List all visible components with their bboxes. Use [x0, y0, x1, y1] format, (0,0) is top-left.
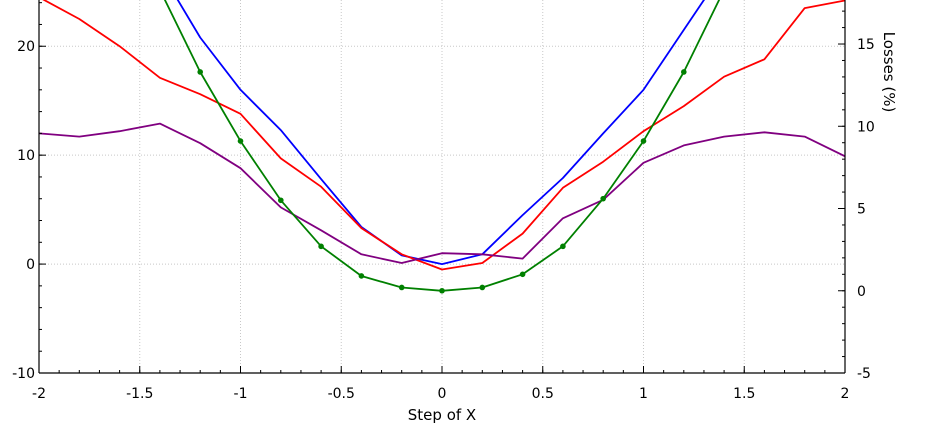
axes [38, 0, 846, 374]
x-axis-title: Step of X [408, 406, 476, 424]
x-tick-label: 1 [639, 386, 648, 402]
left-y-tick-label: 0 [26, 257, 35, 273]
series-3-point [318, 243, 324, 250]
left-y-tick-label: -10 [12, 366, 35, 382]
x-tick-label: 0 [438, 386, 447, 402]
x-tick-label: -2 [32, 386, 46, 402]
x-tick-label: -1.5 [126, 386, 153, 402]
series-3-point [600, 195, 606, 202]
right-y-tick-label: -5 [857, 366, 871, 382]
series-3-point [398, 284, 405, 291]
series-3-point [197, 69, 203, 75]
x-tick-label: -0.5 [328, 386, 355, 402]
series-3-point [237, 138, 244, 144]
series-layer [39, 0, 845, 294]
series-3-point [278, 197, 284, 204]
grid-lines [38, 0, 846, 374]
right-y-tick-label: 15 [857, 37, 875, 53]
series-line-2 [39, 122, 845, 264]
left-y-tick-label: 20 [17, 39, 35, 55]
x-tick-label: -1 [234, 386, 248, 402]
series-line-1 [42, 0, 845, 271]
series-3-point [560, 243, 566, 250]
series-3-point [479, 284, 486, 291]
left-y-tick-label: 10 [17, 148, 35, 164]
x-tick-label: 1.5 [733, 386, 755, 402]
right-y-tick-label: 5 [857, 202, 866, 218]
series-3-point [681, 69, 687, 75]
right-y-tick-label: 0 [857, 284, 866, 300]
right-y-axis-title: Losses (%) [880, 32, 898, 113]
series-3-point [439, 287, 445, 294]
x-tick-label: 0.5 [532, 386, 554, 402]
series-3-point [640, 138, 647, 144]
x-tick-label: 2 [841, 386, 850, 402]
series-line-3 [163, 0, 721, 292]
series-line-0 [176, 0, 706, 266]
series-3-point [358, 273, 365, 279]
right-y-tick-label: 10 [857, 119, 875, 135]
series-3-point [519, 271, 526, 278]
